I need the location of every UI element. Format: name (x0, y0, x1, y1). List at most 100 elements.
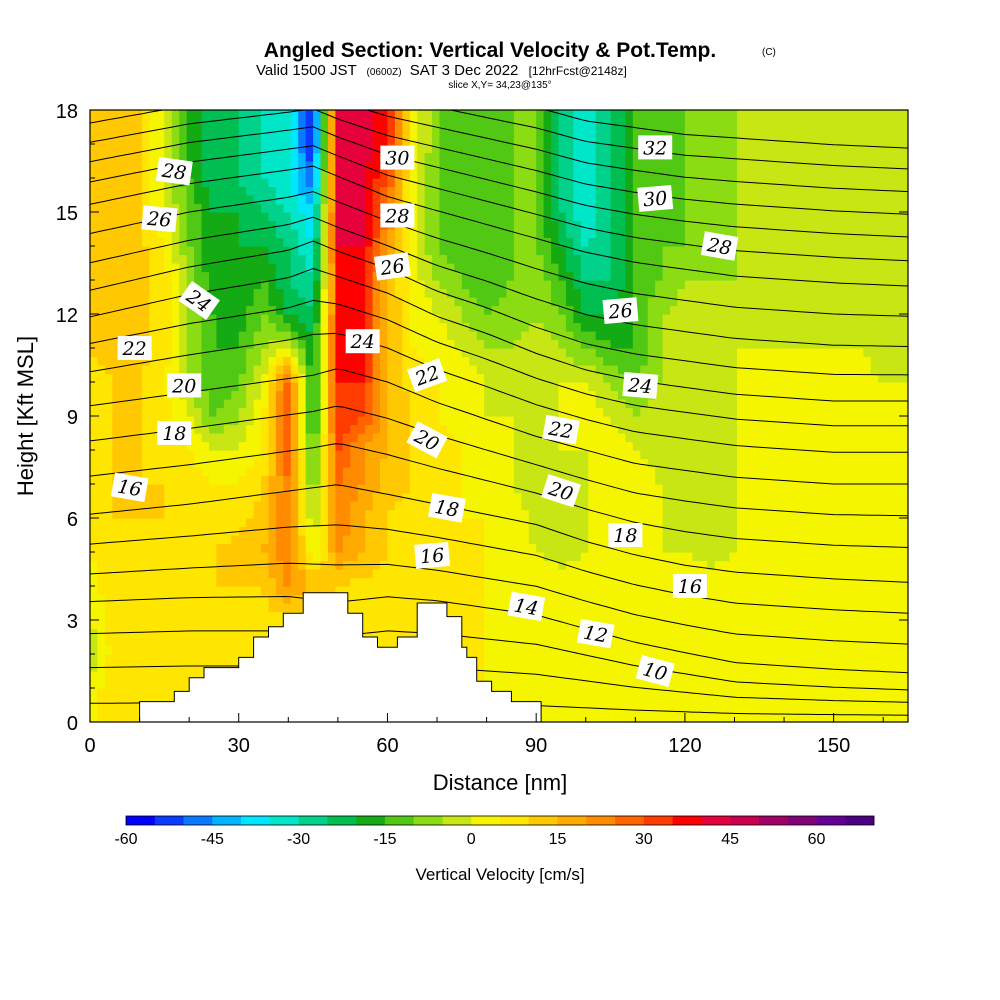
velocity-cell (625, 484, 634, 494)
velocity-cell (595, 348, 604, 358)
velocity-cell (201, 458, 210, 468)
velocity-cell (320, 543, 329, 553)
velocity-cell (893, 501, 902, 511)
velocity-cell (855, 390, 864, 400)
velocity-cell (536, 467, 545, 477)
velocity-cell (409, 407, 418, 417)
velocity-cell (707, 645, 716, 655)
velocity-cell (722, 475, 731, 485)
velocity-cell (536, 458, 545, 468)
velocity-cell (647, 620, 656, 630)
velocity-cell (461, 637, 470, 647)
velocity-cell (870, 433, 879, 443)
velocity-cell (781, 552, 790, 562)
velocity-cell (655, 348, 664, 358)
velocity-cell (357, 424, 366, 434)
velocity-cell (551, 501, 560, 511)
velocity-cell (803, 620, 812, 630)
velocity-cell (707, 543, 716, 553)
velocity-cell (625, 654, 634, 664)
velocity-cell (417, 339, 426, 349)
velocity-cell (223, 416, 232, 426)
velocity-cell (714, 620, 723, 630)
velocity-cell (744, 696, 753, 706)
velocity-cell (491, 484, 500, 494)
velocity-cell (521, 399, 530, 409)
velocity-cell (283, 501, 292, 511)
velocity-cell (826, 645, 835, 655)
velocity-cell (692, 424, 701, 434)
velocity-cell (253, 509, 262, 519)
velocity-cell (231, 441, 240, 451)
velocity-cell (610, 492, 619, 502)
velocity-cell (387, 407, 396, 417)
velocity-cell (751, 543, 760, 553)
velocity-cell (603, 671, 612, 681)
velocity-cell (536, 450, 545, 460)
velocity-cell (134, 705, 143, 715)
velocity-cell (893, 671, 902, 681)
velocity-cell (238, 475, 247, 485)
velocity-cell (603, 603, 612, 613)
velocity-cell (246, 594, 255, 604)
velocity-cell (156, 662, 165, 672)
velocity-cell (625, 492, 634, 502)
velocity-cell (104, 543, 113, 553)
velocity-cell (692, 611, 701, 621)
velocity-cell (603, 373, 612, 383)
velocity-cell (617, 560, 627, 570)
velocity-cell (350, 543, 359, 553)
velocity-cell (201, 450, 210, 460)
velocity-cell (313, 552, 322, 562)
velocity-cell (603, 560, 612, 570)
velocity-cell (774, 501, 783, 511)
velocity-cell (870, 688, 879, 698)
velocity-cell (796, 705, 805, 715)
velocity-cell (409, 356, 418, 366)
velocity-cell (223, 645, 232, 655)
velocity-cell (722, 433, 731, 443)
velocity-cell (119, 569, 128, 579)
velocity-cell (253, 569, 262, 579)
velocity-cell (803, 628, 812, 638)
velocity-cell (186, 484, 195, 494)
velocity-cell (231, 569, 240, 579)
velocity-cell (677, 399, 686, 409)
velocity-cell (246, 628, 255, 638)
velocity-cell (476, 382, 485, 392)
velocity-cell (134, 356, 143, 366)
velocity-cell (253, 603, 262, 613)
velocity-cell (744, 501, 753, 511)
velocity-cell (893, 467, 902, 477)
velocity-cell (855, 424, 864, 434)
velocity-cell (781, 399, 790, 409)
velocity-cell (246, 526, 255, 536)
velocity-cell (565, 373, 574, 383)
velocity-cell (878, 365, 887, 375)
velocity-cell (885, 679, 894, 689)
velocity-cell (647, 696, 656, 706)
velocity-cell (127, 535, 136, 545)
velocity-cell (617, 424, 627, 434)
velocity-cell (313, 577, 322, 587)
velocity-cell (811, 705, 820, 715)
velocity-cell (751, 679, 760, 689)
velocity-cell (573, 662, 582, 672)
velocity-cell (156, 620, 165, 630)
velocity-cell (275, 543, 284, 553)
velocity-cell (662, 637, 671, 647)
velocity-cell (759, 339, 768, 349)
velocity-cell (625, 662, 634, 672)
velocity-cell (640, 594, 649, 604)
velocity-cell (684, 543, 693, 553)
velocity-cell (744, 552, 753, 562)
velocity-cell (521, 662, 530, 672)
velocity-cell (298, 407, 307, 417)
velocity-cell (893, 696, 902, 706)
velocity-cell (528, 356, 537, 366)
velocity-cell (736, 662, 745, 672)
velocity-cell (833, 475, 842, 485)
valid-prefix: Valid 1500 JST (256, 62, 356, 79)
velocity-cell (491, 671, 500, 681)
velocity-cell (298, 416, 307, 426)
